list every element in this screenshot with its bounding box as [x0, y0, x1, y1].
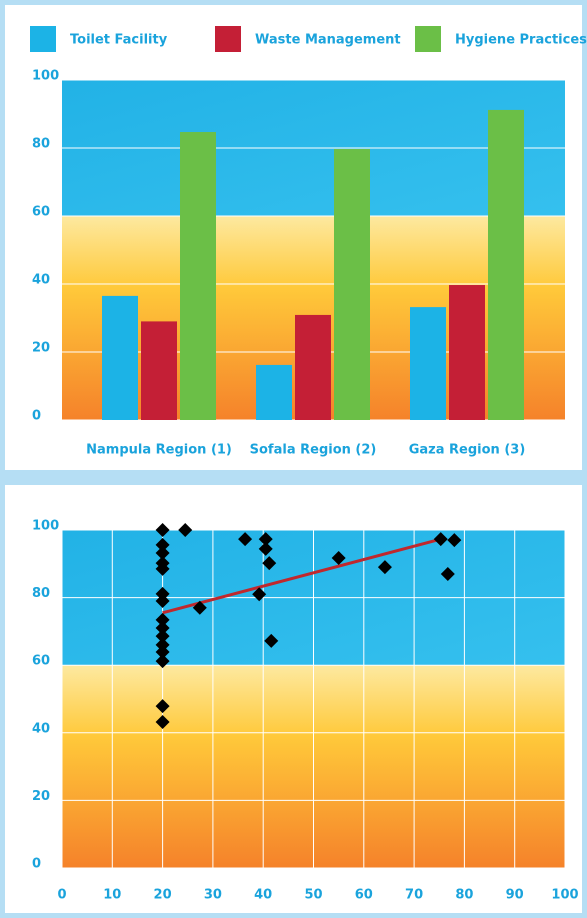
x-tick-label: Sofala Region (2): [250, 443, 377, 458]
scatter-point: [155, 545, 170, 560]
x-tick-label: 60: [355, 888, 373, 903]
scatter-point: [264, 633, 279, 648]
x-tick-label: 50: [304, 888, 322, 903]
bar: [295, 314, 331, 420]
bar: [334, 149, 370, 420]
y-tick-label: 60: [32, 205, 50, 220]
scatter-point: [155, 593, 170, 608]
scatter-point: [258, 541, 273, 556]
x-tick-label: 70: [405, 888, 423, 903]
bar: [180, 132, 216, 420]
legend-label: Hygiene Practices: [455, 33, 587, 48]
x-tick-label: 40: [254, 888, 272, 903]
scatter-point: [258, 532, 273, 547]
bar: [410, 307, 446, 420]
legend-swatch: [415, 26, 441, 52]
bar: [488, 109, 524, 421]
scatter-point: [155, 699, 170, 714]
y-tick-label: 100: [32, 519, 59, 534]
y-tick-label: 20: [32, 789, 50, 804]
scatter-point: [252, 587, 267, 602]
y-tick-label: 0: [32, 409, 41, 424]
scatter-point: [155, 612, 170, 627]
scatter-point: [155, 586, 170, 601]
scatter-point: [433, 532, 448, 547]
bar: [102, 295, 138, 420]
y-tick-label: 20: [32, 341, 50, 356]
scatter-point: [155, 714, 170, 729]
x-tick-label: Gaza Region (3): [409, 443, 526, 458]
scatter-point: [155, 654, 170, 669]
scatter-point: [192, 600, 207, 615]
legend-swatch: [215, 26, 241, 52]
x-tick-label: 80: [455, 888, 473, 903]
x-tick-label: 10: [103, 888, 121, 903]
x-tick-label: 0: [57, 888, 66, 903]
x-tick-label: Nampula Region (1): [86, 443, 232, 458]
x-tick-label: 90: [506, 888, 524, 903]
trendline: [162, 538, 438, 615]
y-tick-label: 40: [32, 721, 50, 736]
scatter-point: [447, 533, 462, 548]
legend-label: Waste Management: [255, 33, 401, 48]
scatter-point: [238, 532, 253, 547]
bar: [256, 364, 292, 420]
bar: [449, 285, 485, 420]
scatter-point: [331, 551, 346, 566]
scatter-point: [155, 645, 170, 660]
x-tick-label: 20: [154, 888, 172, 903]
y-tick-label: 100: [32, 69, 59, 84]
legend-label: Toilet Facility: [70, 33, 168, 48]
scatter-point: [440, 566, 455, 581]
x-tick-label: 100: [551, 888, 578, 903]
y-tick-label: 40: [32, 273, 50, 288]
scatter-point: [178, 523, 193, 537]
bar: [141, 321, 177, 420]
scatter-point: [377, 560, 392, 575]
scatter-point: [155, 629, 170, 644]
y-tick-label: 80: [32, 137, 50, 152]
scatter-point: [155, 621, 170, 636]
scatter-point: [155, 637, 170, 652]
scatter-point: [155, 537, 170, 552]
y-tick-label: 80: [32, 586, 50, 601]
y-tick-label: 60: [32, 654, 50, 669]
legend-swatch: [30, 26, 56, 52]
scatter-point: [262, 556, 277, 571]
scatter-point: [155, 561, 170, 576]
x-tick-label: 30: [204, 888, 222, 903]
y-tick-label: 0: [32, 857, 41, 872]
scatter-point: [155, 523, 170, 537]
